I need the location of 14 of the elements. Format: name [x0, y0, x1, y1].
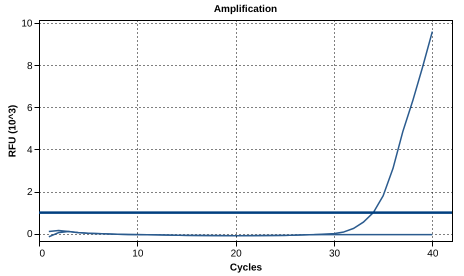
- y-tick-label: 6: [26, 102, 33, 114]
- y-tick-label: 0: [26, 229, 33, 240]
- x-tick-label: 10: [132, 248, 144, 260]
- x-tick-label: 40: [427, 248, 439, 260]
- y-tick-label: 4: [26, 144, 33, 156]
- y-tick-label: 10: [21, 18, 33, 30]
- x-tick-label: 20: [230, 248, 242, 260]
- chart-title: Amplification: [214, 4, 278, 16]
- y-axis-title: RFU (10^3): [7, 104, 18, 158]
- y-tick-label: 8: [26, 60, 33, 72]
- x-tick-label: 30: [328, 248, 340, 260]
- y-tick-label: 2: [26, 187, 33, 198]
- x-tick-label: 0: [40, 248, 46, 260]
- x-axis-title: Cycles: [230, 262, 263, 274]
